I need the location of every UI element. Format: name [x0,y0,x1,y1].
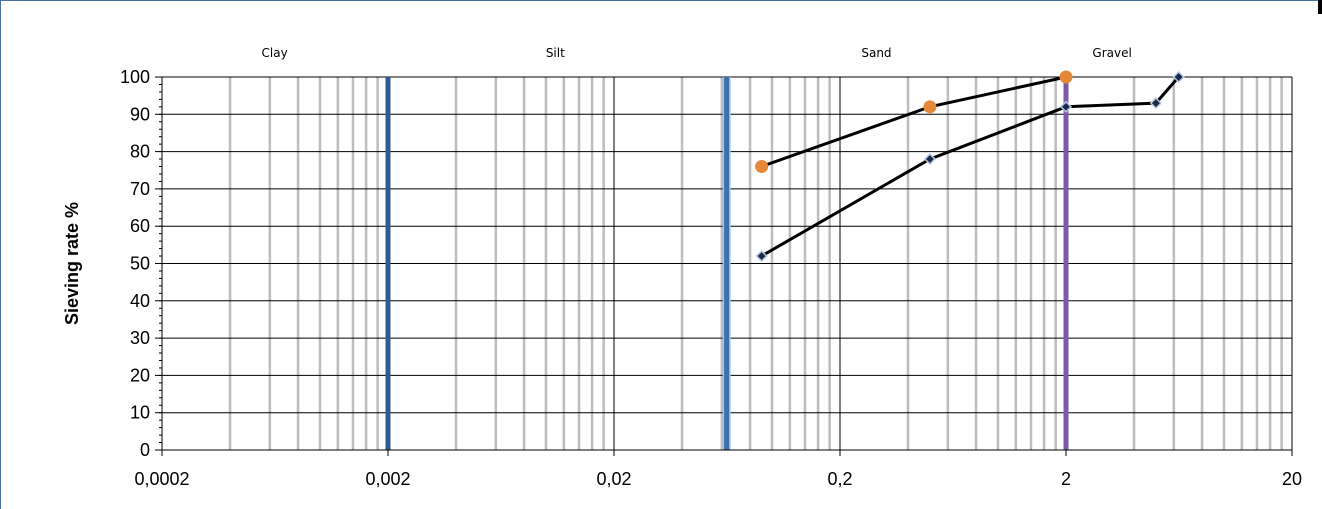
data-point-diamond [923,152,936,166]
y-tick-label: 100 [120,67,150,87]
y-tick-label: 0 [140,440,150,460]
y-tick-label: 50 [130,254,150,274]
soil-class-label: Sand [861,46,891,60]
x-tick-label: 0,002 [365,469,410,489]
y-tick-label: 10 [130,403,150,423]
y-tick-label: 30 [130,328,150,348]
class-boundaries [385,77,1069,450]
axes [155,76,1292,451]
y-axis-title: Sieving rate % [62,202,82,325]
data-point-circle [1059,70,1073,84]
data-point-circle [923,100,937,114]
x-tick-label: 0,0002 [134,469,189,489]
data-point-diamond [1059,100,1073,113]
data-point-circle [755,160,769,174]
x-tick-label: 0,2 [827,469,852,489]
soil-class-label: Clay [262,46,288,60]
y-tick-label: 40 [130,291,150,311]
soil-class-label: Silt [546,46,565,60]
series-line [761,75,1067,168]
data-point-diamond [755,249,768,263]
data-point-diamond [1172,70,1185,84]
x-tick-label: 20 [1282,469,1302,489]
y-tick-label: 20 [130,365,150,385]
data-series [755,70,1185,263]
series-line [760,76,1180,258]
x-tick-label: 0,02 [596,469,631,489]
y-tick-label: 80 [130,142,150,162]
soil-class-label: Gravel [1092,46,1131,60]
y-tick-label: 90 [130,104,150,124]
y-tick-label: 70 [130,179,150,199]
x-tick-label: 2 [1061,469,1071,489]
chart-labels: 0 10 20 30 40 50 60 70 80 90 100 0,0002 0,002 0,02 0,2… [62,46,1302,489]
data-point-diamond [1149,97,1162,110]
y-tick-label: 60 [130,216,150,236]
frame-corner-mark [1318,0,1322,14]
